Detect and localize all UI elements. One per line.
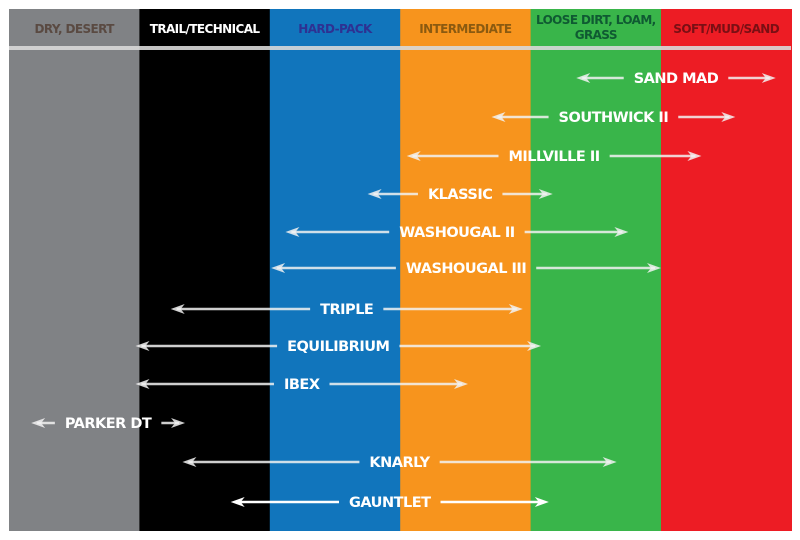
arrowhead-right-icon [614, 227, 629, 237]
tire-range-gauntlet: GAUNTLET [230, 495, 549, 511]
arrowhead-left-icon [285, 227, 300, 237]
tire-range-klassic: KLASSIC [367, 187, 553, 203]
arrowhead-right-icon [171, 418, 186, 428]
tire-label: SOUTHWICK II [559, 110, 669, 126]
arrowhead-right-icon [687, 151, 702, 161]
tire-range-millville-ii: MILLVILLE II [406, 149, 702, 165]
arrowhead-right-icon [602, 457, 617, 467]
tire-range-parker-dt: PARKER DT [31, 416, 186, 432]
column-background [400, 9, 532, 531]
tire-label: KLASSIC [428, 187, 492, 203]
tire-label: SAND MAD [634, 71, 719, 87]
column-header: HARD-PACK [298, 22, 373, 36]
arrowhead-right-icon [647, 263, 661, 273]
arrowhead-left-icon [31, 418, 46, 428]
tire-range-washougal-ii: WASHOUGAL II [285, 225, 629, 241]
column-background [530, 9, 662, 531]
tire-range-washougal-iii: WASHOUGAL III [271, 261, 661, 277]
arrowhead-left-icon [406, 151, 421, 161]
tire-label: WASHOUGAL II [399, 225, 515, 241]
column-header: DRY, DESERT [35, 22, 116, 36]
column-hard-pack: HARD-PACK [269, 9, 401, 531]
column-soft-mud-sand: SOFT/MUD/SAND [661, 9, 792, 531]
tire-range-southwick-ii: SOUTHWICK II [491, 110, 736, 126]
tire-label: KNARLY [369, 455, 430, 471]
arrowhead-right-icon [527, 341, 542, 351]
tire-label: GAUNTLET [349, 495, 431, 511]
tire-label: TRIPLE [320, 302, 373, 318]
arrowhead-left-icon [170, 304, 185, 314]
column-dry-desert: DRY, DESERT [9, 9, 140, 531]
tire-label: EQUILIBRIUM [287, 339, 389, 355]
arrowhead-right-icon [534, 497, 549, 507]
column-intermediate: INTERMEDIATE [400, 9, 532, 531]
arrowhead-right-icon [508, 304, 523, 314]
column-header: TRAIL/TECHNICAL [150, 22, 261, 36]
tire-label: IBEX [284, 377, 320, 393]
tire-label: WASHOUGAL III [406, 261, 526, 277]
arrowhead-left-icon [576, 73, 591, 83]
arrowhead-left-icon [367, 189, 382, 199]
arrowhead-right-icon [721, 112, 736, 122]
arrowhead-left-icon [491, 112, 506, 122]
column-trail-technical: TRAIL/TECHNICAL [139, 9, 271, 531]
column-background [269, 9, 401, 531]
tire-label: PARKER DT [65, 416, 152, 432]
arrowhead-right-icon [761, 73, 776, 83]
column-background [9, 9, 140, 531]
arrowhead-left-icon [135, 341, 150, 351]
header-divider [9, 46, 791, 50]
arrowhead-left-icon [230, 497, 245, 507]
tire-range-equilibrium: EQUILIBRIUM [135, 339, 542, 355]
arrowhead-left-icon [271, 263, 286, 273]
arrowhead-left-icon [135, 379, 150, 389]
column-background [139, 9, 271, 531]
arrowhead-right-icon [454, 379, 469, 389]
tire-range-ibex: IBEX [135, 377, 469, 393]
column-loose-dirt-loam-grass: LOOSE DIRT, LOAM,GRASS [530, 9, 662, 531]
column-header: SOFT/MUD/SAND [673, 22, 779, 36]
tire-range-triple: TRIPLE [170, 302, 523, 318]
column-background [661, 9, 792, 531]
tire-label: MILLVILLE II [508, 149, 599, 165]
arrowhead-right-icon [538, 189, 553, 199]
tire-range-sand-mad: SAND MAD [576, 71, 776, 87]
tire-range-knarly: KNARLY [182, 455, 617, 471]
column-header: GRASS [575, 28, 617, 42]
arrowhead-left-icon [182, 457, 197, 467]
column-header: INTERMEDIATE [419, 22, 512, 36]
column-header: LOOSE DIRT, LOAM, [536, 13, 656, 27]
